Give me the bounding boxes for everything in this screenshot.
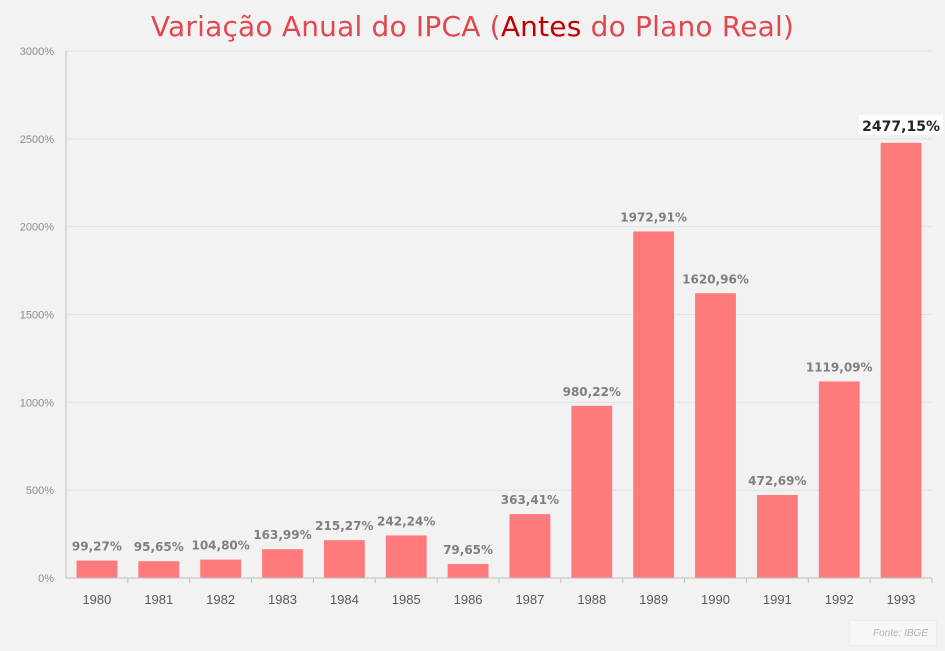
x-tick-label-1984: 1984 [330,592,359,607]
x-tick-label-1983: 1983 [268,592,297,607]
x-tick-label-1992: 1992 [825,592,854,607]
y-tick-label-1000: 1000% [20,397,54,409]
data-label-1980: 99,27% [72,540,122,554]
data-label-1992: 1119,09% [806,360,873,374]
data-label-1985: 242,24% [377,514,435,528]
title-prefix: Variação Anual do IPCA ( [150,10,501,43]
bar-1985 [385,535,427,578]
data-labels: 99,27% 95,65% 104,80% 163,99% 215,27% 242,24%… [72,114,944,557]
data-label-1984: 215,27% [315,519,373,533]
source-note: Fonte: IBGE [849,620,937,646]
title-suffix: do Plano Real) [581,10,795,43]
x-tick-label-1980: 1980 [82,592,111,607]
data-label-1981: 95,65% [134,540,184,554]
x-tick-label-1989: 1989 [639,592,668,607]
bar-1982 [200,559,242,578]
gridlines [66,50,932,491]
data-label-1982: 104,80% [191,539,249,553]
y-tick-label-1500: 1500% [20,310,54,322]
x-tick-label-1991: 1991 [763,592,792,607]
bar-1988 [571,405,613,578]
data-label-1986: 79,65% [443,543,493,557]
x-tick-label-1982: 1982 [206,592,235,607]
y-tick-label-2000: 2000% [20,222,54,234]
bar-1986 [447,564,489,578]
chart-title: Variação Anual do IPCA (Antes do Plano R… [0,10,945,43]
bar-1984 [323,540,365,578]
bar-1992 [818,381,860,578]
bar-1989 [633,231,675,578]
bar-1987 [509,514,551,578]
y-axis: 0% 500% 1000% 1500% 2000% 2500% 3000% [20,46,67,585]
bar-1993 [880,142,922,578]
x-tick-label-1985: 1985 [392,592,421,607]
y-tick-label-3000: 3000% [20,46,54,58]
x-tick-label-1988: 1988 [577,592,606,607]
data-label-1991: 472,69% [748,474,806,488]
data-label-1988: 980,22% [563,385,621,399]
bar-1991 [756,494,798,578]
y-tick-label-500: 500% [26,485,54,497]
bars [76,142,922,578]
x-tick-label-1993: 1993 [887,592,916,607]
title-highlight: Antes [500,10,582,43]
x-tick-label-1990: 1990 [701,592,730,607]
data-label-1990: 1620,96% [682,272,749,286]
bar-1981 [138,561,180,578]
y-tick-label-2500: 2500% [20,134,54,146]
data-label-1993: 2477,15% [862,119,940,135]
bar-1983 [262,549,303,578]
bar-1990 [695,293,736,578]
bar-1980 [76,560,118,578]
x-tick-label-1981: 1981 [144,592,173,607]
x-tick-label-1987: 1987 [515,592,544,607]
data-label-1987: 363,41% [501,493,559,507]
x-axis: 1980 1981 1982 1983 1984 1985 1986 1987 1988 1989… [66,577,933,607]
data-label-1983: 163,99% [253,528,311,542]
x-tick-label-1986: 1986 [454,592,483,607]
y-tick-label-0: 0% [38,573,54,585]
data-label-box-1993 [859,114,944,135]
data-label-1989: 1972,91% [620,210,687,224]
